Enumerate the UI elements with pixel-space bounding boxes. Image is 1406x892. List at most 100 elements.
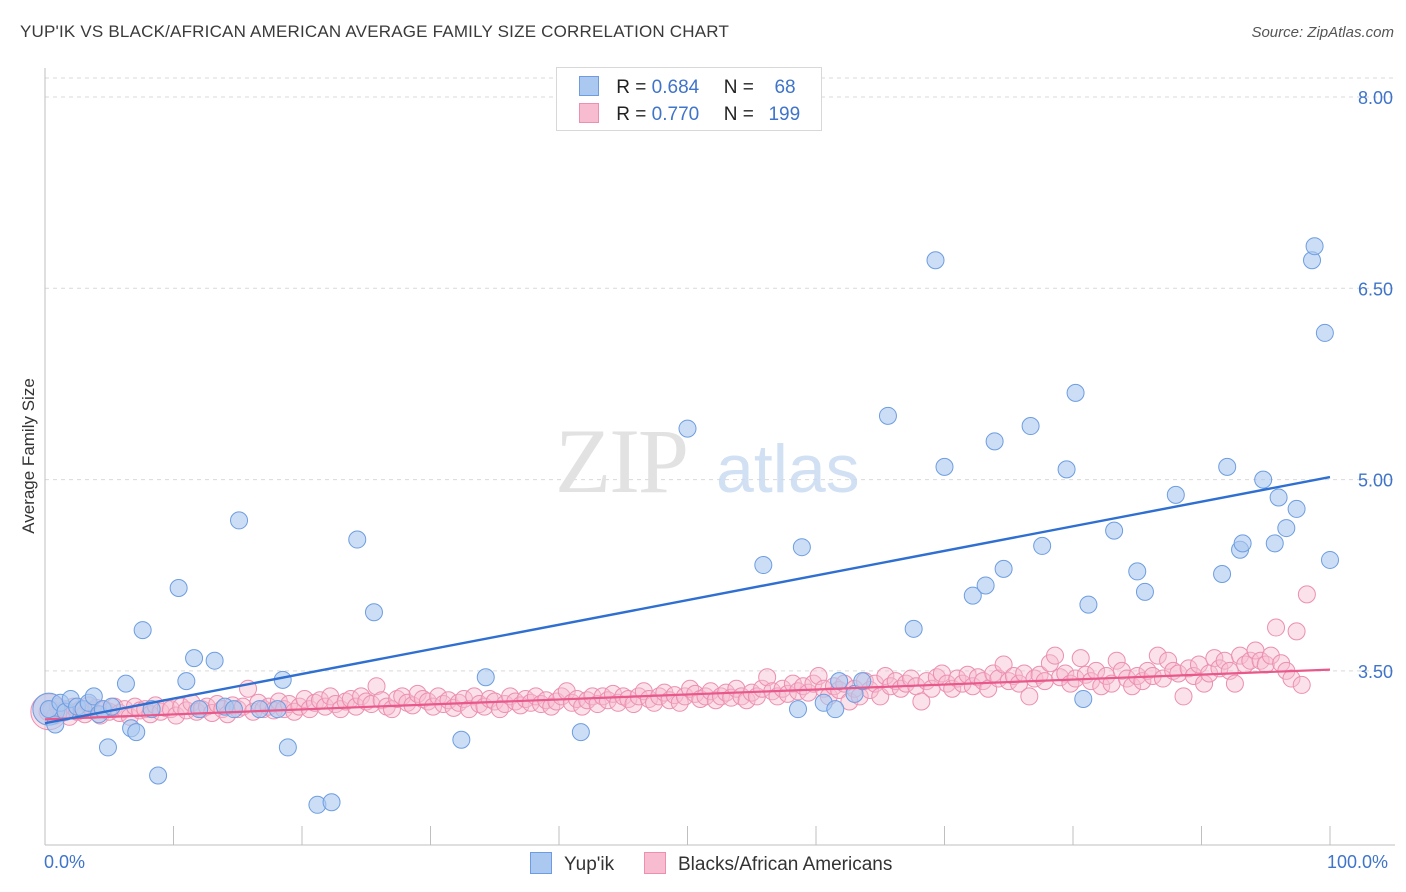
yupik-point [1166,485,1185,504]
yupik-point [230,511,249,530]
black-point [1267,618,1286,637]
black-point [1292,675,1311,694]
yupik-point [177,672,196,691]
black-point [696,687,715,706]
legend-r-value: 0.684 [651,77,700,98]
yupik-point [84,687,103,706]
black-point [367,677,386,696]
yupik-point [185,649,204,668]
black-trend-line [44,668,1331,721]
yupik-point [127,723,146,742]
black-legend-swatch [644,852,666,874]
black-point [1297,585,1316,604]
yupik-point [1135,582,1154,601]
bottom-legend-yupik: Yup'ik [530,852,614,876]
black-point [1169,664,1188,683]
yupik-point [1128,562,1147,581]
yupik-point [1233,534,1252,553]
black-point [1241,651,1260,670]
black-point [1148,646,1167,665]
black-legend-label: Blacks/African Americans [678,854,893,875]
y-tick-label: 5.00 [1358,471,1393,491]
black-point [896,674,915,693]
yupik-point [1057,460,1076,479]
yupik-point [224,700,243,719]
yupik-trend-line [44,475,1331,725]
yupik-point [133,621,152,640]
yupik-point [926,251,945,270]
yupik-point [826,700,845,719]
yupik-point [1254,470,1273,489]
black-point [1056,664,1075,683]
y-tick-labels: 3.50 5.00 6.50 8.00 [1358,88,1393,682]
yupik-point [571,723,590,742]
black-point [424,697,443,716]
watermark-zip: ZIP [555,410,687,512]
yupik-legend-label: Yup'ik [564,854,615,875]
yupik-point [1218,457,1237,476]
legend-row-black: R = 0.770 N = 199 [579,103,800,127]
legend-r-label: R = [616,104,647,125]
yupik-point [678,419,697,438]
yupik-point [364,603,383,622]
black-point [963,677,982,696]
black-point [388,689,407,708]
black-point [701,682,720,701]
black-point [1225,674,1244,693]
black-point [619,689,638,708]
yupik-point [1074,689,1093,708]
yupik-point [1079,595,1098,614]
yupik-point [830,672,849,691]
yupik-point [1321,550,1339,569]
gridlines [45,77,1395,672]
black-point [305,693,324,712]
yupik-point [792,538,811,557]
black-point [1020,687,1039,706]
yupik-point [348,530,367,549]
black-point [753,679,772,698]
black-swatch [579,103,599,123]
black-point [912,692,931,711]
legend-n-value: 199 [768,104,801,125]
y-axis-label: Average Family Size [19,378,38,534]
black-point [1205,649,1224,668]
black-point [1174,687,1193,706]
watermark-atlas: atlas [716,431,860,507]
y-tick-label: 8.00 [1358,88,1393,108]
yupik-point [278,738,297,757]
chart-source: Source: ZipAtlas.com [1251,24,1394,41]
black-point [1107,651,1126,670]
black-point [316,697,335,716]
black-point [1287,622,1306,641]
black-point [1261,646,1280,665]
yupik-point [789,700,808,719]
black-point [773,679,792,698]
legend-r-value: 0.770 [651,104,700,125]
yupik-point [994,559,1013,578]
yupik-point [1287,499,1306,518]
trend-lines [44,475,1331,725]
black-point [758,668,777,687]
yupik-point [169,579,188,598]
legend-n-label: N = [723,104,754,125]
watermark: ZIP atlas [555,410,860,512]
black-point [552,687,571,706]
yupik-point [142,700,161,719]
x-tick-min: 0.0% [44,852,86,872]
black-point [1138,661,1157,680]
black-point [352,687,371,706]
yupik-point [1105,521,1124,540]
yupik-point [935,457,954,476]
yupik-point [322,793,341,812]
yupik-point [452,730,471,749]
legend-n-label: N = [723,77,754,98]
yupik-swatch [579,76,599,96]
legend-n-value: 68 [774,77,796,98]
legend-row-yupik: R = 0.684 N = 68 [579,76,796,100]
yupik-point [1021,417,1040,436]
legend-r-label: R = [616,77,647,98]
x-tick-max: 100.0% [1327,852,1389,872]
y-tick-label: 3.50 [1358,662,1393,682]
yupik-point [878,406,897,425]
correlation-legend: R = 0.684 N = 68 R = 0.770 N = 199 [556,67,822,131]
